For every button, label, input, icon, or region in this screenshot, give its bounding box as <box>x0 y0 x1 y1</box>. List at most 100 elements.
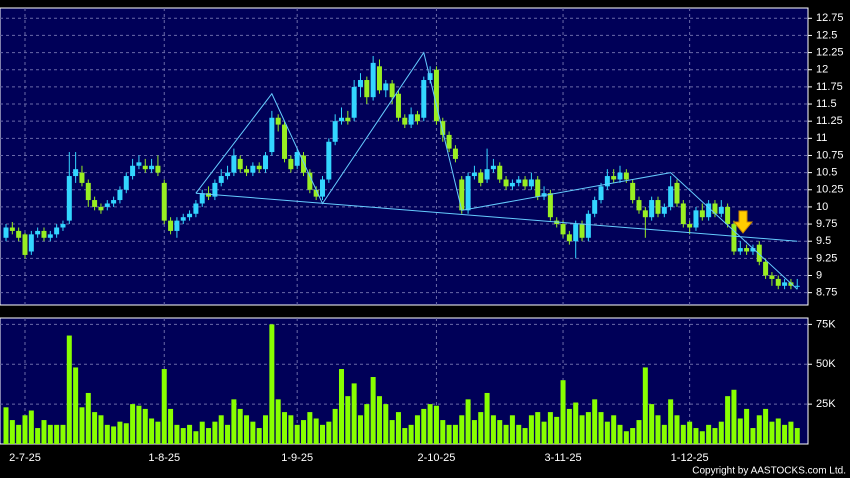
volume-bar <box>478 412 484 444</box>
volume-bar <box>484 392 490 444</box>
candle-body <box>592 200 598 214</box>
candle-body <box>338 117 344 122</box>
candle-body <box>440 121 446 135</box>
candle-body <box>218 176 224 183</box>
candle-body <box>408 114 414 125</box>
volume-bar <box>433 405 439 444</box>
volume-bar <box>775 418 781 444</box>
candle-body <box>244 169 250 173</box>
volume-bar <box>161 369 167 444</box>
x-tick-label: 1-12-25 <box>671 452 709 464</box>
volume-bar <box>402 428 408 444</box>
candle-body <box>547 193 553 218</box>
candle-body <box>503 179 509 187</box>
volume-bar <box>516 424 522 444</box>
volume-bar <box>66 335 72 444</box>
candle-body <box>237 158 243 170</box>
candle-body <box>161 182 167 221</box>
volume-bar <box>225 424 231 444</box>
candle-body <box>794 285 800 287</box>
volume-bar <box>585 412 591 444</box>
volume-bar <box>357 415 363 444</box>
volume-bar <box>598 412 604 444</box>
candle-body <box>3 227 9 238</box>
y-tick-label: 75K <box>816 318 836 330</box>
volume-bar <box>73 367 79 444</box>
volume-bar <box>750 428 756 444</box>
volume-bar <box>389 420 395 444</box>
candle-body <box>22 234 28 255</box>
pattern-line <box>195 51 798 290</box>
candle-body <box>509 182 515 187</box>
volume-bar <box>744 408 750 444</box>
candle-body <box>459 179 465 211</box>
candle-body <box>282 124 288 159</box>
y-tick-label: 11.75 <box>816 81 843 93</box>
candle-body <box>370 62 376 98</box>
y-tick-label: 9.25 <box>816 252 837 264</box>
candle-body <box>750 248 756 252</box>
candle-body <box>649 200 655 218</box>
volume-bar <box>788 421 794 444</box>
volume-bar <box>35 428 41 444</box>
volume-bar <box>535 412 541 444</box>
y-tick-label: 50K <box>816 358 836 370</box>
candle-body <box>731 224 737 252</box>
volume-bar <box>168 408 174 444</box>
volume-bar <box>123 423 129 444</box>
volume-bar <box>174 424 180 444</box>
candle-body <box>782 282 788 286</box>
volume-bar <box>104 424 110 444</box>
y-tick-label: 9.5 <box>816 235 831 247</box>
candle-body <box>706 203 712 218</box>
volume-bar <box>351 383 357 444</box>
candle-body <box>725 206 731 225</box>
volume-bar <box>566 408 572 444</box>
candle-body <box>718 206 724 214</box>
volume-bar <box>338 369 344 444</box>
volume-bar <box>22 415 28 444</box>
candle-body <box>288 158 294 170</box>
candle-body <box>402 117 408 125</box>
y-tick-label: 8.75 <box>816 287 837 299</box>
candle-body <box>585 213 591 238</box>
volume-bar <box>573 402 579 444</box>
candle-body <box>579 224 585 238</box>
volume-bar <box>693 428 699 444</box>
candle-body <box>522 179 528 187</box>
candle-body <box>433 69 439 122</box>
y-tick-label: 11.25 <box>816 115 843 127</box>
candle-body <box>180 217 186 221</box>
volume-bar <box>674 415 680 444</box>
candle-body <box>427 73 433 81</box>
y-tick-label: 9 <box>816 269 822 281</box>
candle-body <box>142 165 148 170</box>
candle-body <box>490 165 496 170</box>
candle-body <box>16 230 22 238</box>
candle-body <box>560 224 566 235</box>
y-tick-label: 10.5 <box>816 167 837 179</box>
candle-body <box>130 165 136 177</box>
candle-body <box>187 213 193 218</box>
volume-bar <box>98 415 104 444</box>
volume-bar <box>250 421 256 444</box>
volume-bar <box>149 418 155 444</box>
volume-bar <box>427 404 433 444</box>
candle-body <box>326 141 332 180</box>
candle-body <box>351 86 357 118</box>
candle-body <box>598 186 604 201</box>
volume-bar <box>111 426 117 444</box>
volume-bar <box>155 421 161 444</box>
candle-body <box>47 234 53 238</box>
volume-bar <box>655 415 661 444</box>
candle-body <box>212 182 218 197</box>
volume-bar <box>560 380 566 444</box>
y-tick-label: 10.75 <box>816 149 844 161</box>
volume-bar <box>41 420 47 444</box>
candle-body <box>60 224 66 228</box>
volume-bar <box>60 424 66 444</box>
volume-bar <box>414 415 420 444</box>
volume-bar <box>687 421 693 444</box>
volume-bar <box>408 424 414 444</box>
volume-bar <box>452 424 458 444</box>
